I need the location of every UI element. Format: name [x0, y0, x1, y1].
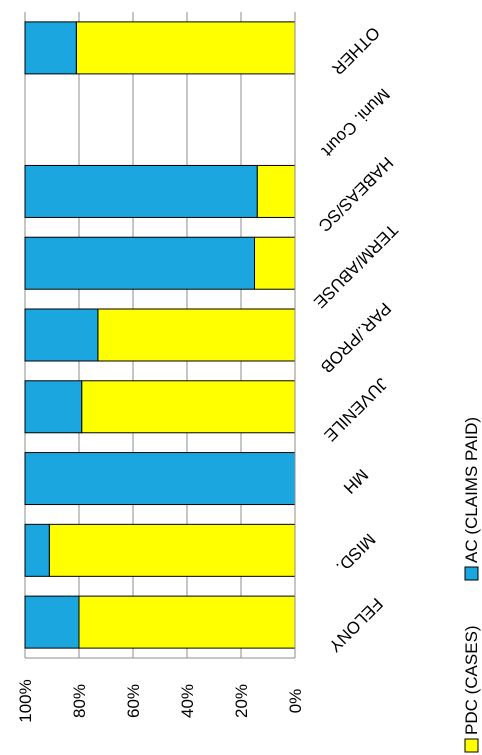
tick-label-40: 40%	[178, 684, 197, 718]
bar-marks	[24, 21, 296, 649]
category-label-muni-court: Muni. Court	[318, 85, 394, 161]
bar-ac-felony	[24, 595, 80, 649]
tick-label-80: 80%	[70, 684, 89, 718]
bar-pdc-misd	[48, 523, 296, 577]
bar-pdc-habeas-sc	[256, 164, 296, 218]
category-label-felony: FELONY	[325, 594, 387, 656]
tick-label-100: 100%	[16, 679, 35, 722]
legend-pdc-label: PDC (CASES)	[462, 625, 481, 735]
category-label-mh: MH	[340, 465, 372, 497]
bar-ac-mh	[24, 452, 296, 506]
bar-ac-term-abuse	[24, 236, 255, 290]
bar-pdc-par-prob	[97, 308, 296, 362]
legend-pdc-swatch	[464, 738, 479, 753]
bar-ac-misd	[24, 523, 50, 577]
legend: PDC (CASES) AC (CLAIMS PAID)	[462, 417, 481, 753]
category-label-misd: MISD.	[332, 530, 379, 577]
category-labels: FELONY MISD. MH JUVENILEPAR./PROBTERM/ABUSE…	[310, 23, 402, 656]
bar-ac-other	[24, 21, 77, 75]
bar-pdc-term-abuse	[254, 236, 296, 290]
category-label-other: OTHER	[328, 23, 384, 79]
bar-pdc-juvenile	[81, 380, 296, 434]
bar-pdc-other	[75, 21, 296, 75]
category-label-habeas-sc: HABEAS/SC	[315, 153, 397, 235]
category-label-juvenile: JUVENILE	[320, 374, 391, 445]
bar-ac-par-prob	[24, 308, 99, 362]
bar-ac-habeas-sc	[24, 164, 258, 218]
legend-ac-swatch	[464, 566, 479, 581]
bar-ac-juvenile	[24, 380, 83, 434]
tick-labels: 0% 20% 40% 60% 80% 100%	[16, 679, 305, 722]
legend-ac-label: AC (CLAIMS PAID)	[462, 417, 481, 563]
bar-pdc-felony	[78, 595, 296, 649]
category-label-term-abuse: TERM/ABUSE	[310, 220, 402, 312]
tick-label-0: 0%	[286, 689, 305, 714]
tick-label-20: 20%	[232, 684, 251, 718]
axes	[25, 12, 296, 659]
tick-label-60: 60%	[124, 684, 143, 718]
category-label-par-prob: PAR./PROB	[317, 299, 395, 377]
